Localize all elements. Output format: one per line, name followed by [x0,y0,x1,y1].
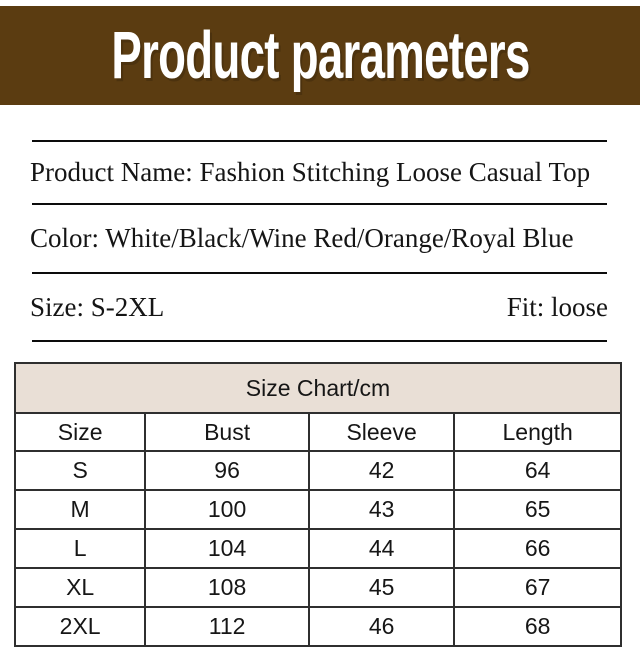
table-row: S 96 42 64 [13,450,622,491]
divider [32,340,607,342]
product-name-text: Product Name: Fashion Stitching Loose Ca… [30,157,591,187]
divider [32,203,607,205]
table-cell: 108 [144,567,310,608]
table-cell: 43 [307,489,456,530]
table-cell: 67 [453,567,622,608]
table-cell: 65 [453,489,622,530]
table-cell: 104 [144,528,310,569]
column-header-row: Size Bust Sleeve Length [13,412,622,452]
size-chart-table: Size Chart/cm Size Bust Sleeve Length S … [13,362,622,647]
size-chart-title: Size Chart/cm [14,362,622,414]
column-header-bust: Bust [144,412,310,452]
table-cell: XL [13,567,147,608]
table-cell: 68 [453,606,622,647]
divider [32,140,607,142]
column-header-sleeve: Sleeve [307,412,456,452]
table-cell: 42 [307,450,456,491]
table-cell: 46 [307,606,456,647]
color-text: Color: White/Black/Wine Red/Orange/Royal… [30,223,574,253]
column-header-size: Size [13,412,147,452]
table-row: M 100 43 65 [13,489,622,530]
size-text: Size: S-2XL [30,291,165,322]
table-cell: 66 [453,528,622,569]
column-header-length: Length [453,412,622,452]
table-cell: L [13,528,147,569]
table-cell: 100 [144,489,310,530]
table-cell: 112 [144,606,310,647]
table-cell: M [13,489,147,530]
table-cell: 2XL [13,606,147,647]
fit-text: Fit: loose [506,291,608,322]
table-row: 2XL 112 46 68 [13,606,622,647]
color-row: Color: White/Black/Wine Red/Orange/Royal… [0,205,640,272]
banner-title: Product parameters [110,18,530,93]
chart-title-row: Size Chart/cm [14,362,622,414]
table-row: XL 108 45 67 [13,567,622,608]
size-chart-section: Size Chart/cm Size Bust Sleeve Length S … [13,362,622,647]
size-fit-row: Size: S-2XL Fit: loose [0,274,640,340]
table-cell: 45 [307,567,456,608]
table-cell: S [13,450,147,491]
table-row: L 104 44 66 [13,528,622,569]
table-cell: 64 [453,450,622,491]
product-name-row: Product Name: Fashion Stitching Loose Ca… [0,142,640,203]
product-parameters-banner: Product parameters [0,6,640,105]
product-info-section: Product Name: Fashion Stitching Loose Ca… [0,140,640,342]
divider [32,272,607,274]
table-cell: 44 [307,528,456,569]
table-cell: 96 [144,450,310,491]
